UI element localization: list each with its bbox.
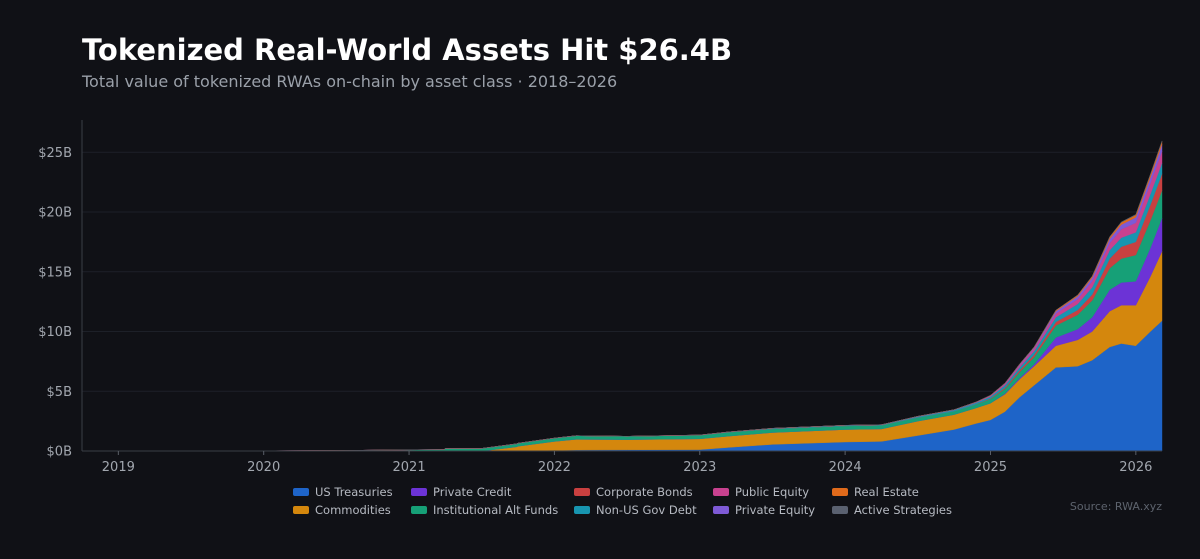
legend-item-private-credit: Private Credit <box>411 485 574 499</box>
legend-swatch <box>411 488 427 496</box>
legend-swatch <box>832 506 848 514</box>
legend-label: Active Strategies <box>854 503 952 517</box>
legend-label: Public Equity <box>735 485 810 499</box>
legend-label: Private Equity <box>735 503 816 517</box>
legend-label: Private Credit <box>433 485 512 499</box>
legend-label: Commodities <box>315 503 391 517</box>
source-note: Source: RWA.xyz <box>1069 500 1162 513</box>
x-tick-label: 2021 <box>393 460 426 475</box>
x-tick-label: 2019 <box>102 460 135 475</box>
legend-swatch <box>713 506 729 514</box>
legend-item-us-treasuries: US Treasuries <box>293 485 411 499</box>
legend-label: Real Estate <box>854 485 919 499</box>
x-tick-label: 2026 <box>1119 460 1152 475</box>
chart-legend: US Treasuries Private Credit Corporate Bon… <box>293 485 962 517</box>
y-tick-label: $5B <box>47 385 72 400</box>
chart-subtitle: Total value of tokenized RWAs on-chain b… <box>82 72 618 91</box>
y-tick-label: $15B <box>38 265 72 280</box>
legend-item-active-strategies: Active Strategies <box>832 503 962 517</box>
chart-title: Tokenized Real-World Assets Hit $26.4B <box>82 33 733 67</box>
legend-swatch <box>574 488 590 496</box>
legend-item-public-equity: Public Equity <box>713 485 832 499</box>
legend-item-private-equity: Private Equity <box>713 503 832 517</box>
legend-item-non-us-gov-debt: Non-US Gov Debt <box>574 503 713 517</box>
legend-label: Corporate Bonds <box>596 485 693 499</box>
legend-swatch <box>293 506 309 514</box>
legend-item-real-estate: Real Estate <box>832 485 962 499</box>
legend-item-commodities: Commodities <box>293 503 411 517</box>
x-tick-label: 2022 <box>538 460 571 475</box>
legend-swatch <box>293 488 309 496</box>
legend-item-institutional-alt-funds: Institutional Alt Funds <box>411 503 574 517</box>
legend-swatch <box>411 506 427 514</box>
y-tick-label: $0B <box>47 445 72 460</box>
legend-label: US Treasuries <box>315 485 393 499</box>
y-tick-label: $20B <box>38 206 72 221</box>
x-tick-label: 2023 <box>683 460 716 475</box>
legend-item-corporate-bonds: Corporate Bonds <box>574 485 713 499</box>
y-tick-label: $25B <box>38 146 72 161</box>
x-tick-label: 2025 <box>974 460 1007 475</box>
x-tick-label: 2024 <box>829 460 862 475</box>
y-tick-label: $10B <box>38 325 72 340</box>
legend-swatch <box>713 488 729 496</box>
rwa-stacked-area-chart: $0B $5B $10B $15B $20B $25B 2019 2020 2021 2022 20… <box>38 120 1163 475</box>
x-tick-label: 2020 <box>247 460 280 475</box>
legend-label: Institutional Alt Funds <box>433 503 559 517</box>
legend-swatch <box>574 506 590 514</box>
legend-label: Non-US Gov Debt <box>596 503 697 517</box>
area-us-treasuries <box>81 320 1163 452</box>
area-active-strategies <box>81 140 1163 452</box>
legend-swatch <box>832 488 848 496</box>
